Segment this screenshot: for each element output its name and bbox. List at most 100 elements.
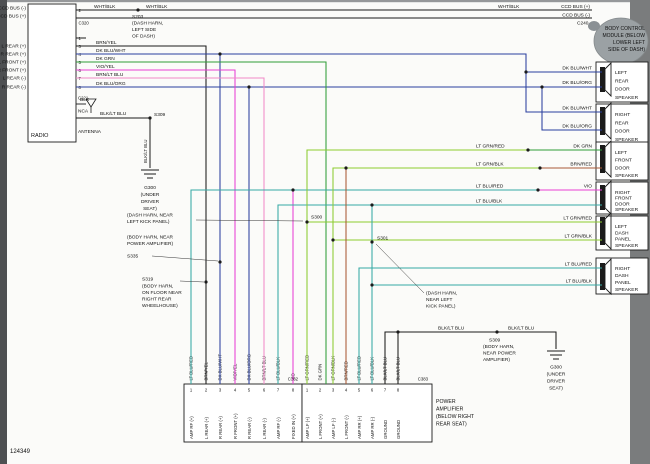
diagram-label: WHT/BLK (498, 4, 520, 10)
amplifier-pin-number: 1 (190, 388, 193, 393)
radio-row-label: R FRONT (+) (0, 68, 26, 74)
speaker-name-line: LEFT (615, 150, 627, 156)
splice-junction-dot (370, 283, 374, 287)
speaker-name-line: DASH (615, 230, 629, 236)
diagram-label: WHT/BLK (94, 4, 116, 10)
diagram-label: BLK/LT BLU (508, 326, 535, 332)
speaker-icon (600, 67, 605, 92)
speaker-name-line: FRONT (615, 158, 632, 164)
amplifier-connector-box (301, 383, 433, 443)
splice-junction-dot (524, 70, 528, 74)
ground-amp-wire-1 (384, 331, 557, 384)
speaker-name-line: SPEAKER (615, 95, 639, 101)
speaker-icon (600, 185, 605, 210)
splice-leader-line (375, 243, 425, 294)
speaker-name-line: REAR (615, 78, 629, 84)
splice-s301-label: S301 (377, 236, 389, 242)
amplifier-pin-number: 6 (263, 388, 266, 393)
splice-junction-dot (218, 52, 222, 56)
speaker-icon (600, 263, 605, 290)
diagram-label: DRIVER (141, 199, 160, 205)
amplifier-pin-function-label: AMP RR (-) (370, 416, 375, 439)
amplifier-pin-number: 7 (277, 388, 280, 393)
diagram-label: LT BLU/BLK (566, 279, 593, 285)
amplifier-wire-color-label: DK GRN (318, 364, 323, 381)
diagram-label: BLK/LT BLU (100, 111, 127, 117)
radio-row-label: R REAR (+) (1, 52, 27, 58)
diagram-label: AMPLIFIER) (483, 357, 510, 363)
speaker-name-line: LEFT (615, 224, 627, 230)
speaker-name-line: DOOR (615, 129, 630, 135)
diagram-label: WHT/BLK (146, 4, 168, 10)
radio-connector-c221-label: C221 (78, 96, 89, 101)
amplifier-pin-function-label: GROUND (383, 420, 388, 439)
diagram-label: LT GRN/RED (476, 144, 505, 150)
splice-junction-dot (218, 260, 222, 264)
radio-wire-color-label: DK BLU/WHT (96, 48, 126, 54)
connector-c240-label: C240 (577, 21, 589, 27)
power-amplifier-label-line: AMPLIFIER (436, 407, 464, 413)
radio-wire-color-label: BRN/YEL (96, 40, 117, 46)
amplifier-pin-function-label: GROUND (396, 420, 401, 439)
splice-junction-dot (331, 238, 335, 242)
lt-grn-red-amp-wire (306, 149, 528, 384)
splice-s300-label: S300 (311, 215, 323, 221)
amplifier-pin-number: 8 (397, 388, 400, 393)
diagram-label: BLK (80, 97, 90, 103)
diagram-label: DK GRN (573, 144, 592, 150)
splice-leader-line (151, 255, 219, 262)
radio-row-label: R REAR (-) (2, 85, 27, 91)
diagram-label: SEAT) (549, 386, 563, 392)
speaker-name-line: SPEAKER (615, 287, 639, 293)
diagram-label: (BODY HARN, (483, 344, 514, 350)
left-border (0, 0, 7, 464)
body-control-module-label-line: LOWER LEFT (613, 40, 645, 46)
diagram-label: LT GRN/BLK (564, 234, 592, 240)
speaker-name-line: DASH (615, 273, 629, 279)
diagram-label: DK BLU/ORG (562, 80, 592, 86)
splice-junction-dot (536, 188, 540, 192)
top-border (0, 0, 650, 3)
amplifier-pin-function-label: AMP RF (-) (276, 417, 281, 439)
speaker-cone-icon (604, 61, 612, 98)
speaker-name-line: SPEAKER (615, 137, 639, 143)
diagram-label: VIO (584, 184, 593, 190)
power-amplifier-label-line: POWER (436, 399, 456, 405)
diagram-label: (DASH HARN, (426, 291, 457, 297)
diagram-label: NCA (78, 109, 89, 115)
radio-connector-c320-label: C320 (79, 21, 90, 26)
diagram-label: (BODY HARN, (142, 284, 173, 290)
radio-row-label: L REAR (-) (3, 76, 27, 82)
antenna-label: ANTENNA (78, 129, 102, 135)
speaker-name-line: SPEAKER (615, 243, 639, 249)
speaker-name-line: PANEL (615, 280, 631, 286)
ground-g300-amp-label: G300 (550, 365, 562, 371)
speaker-name-line: REAR (615, 120, 629, 126)
speaker-name-line: SPEAKER (615, 173, 639, 179)
amplifier-pin-function-label: AMP RF (+) (189, 416, 194, 439)
diagram-label: RIGHT REAR (142, 297, 172, 303)
diagram-label: LEFT SIDE (132, 27, 156, 33)
lt-blu-red-dash-wire (358, 267, 602, 384)
diagram-label: CCD BUS (-) (562, 13, 590, 19)
amplifier-pin-function-label: L REAR (+) (204, 417, 209, 439)
amplifier-pin-function-label: L FRONT (+) (318, 414, 323, 439)
vio-yel-wire (76, 69, 236, 384)
radio-row-label: L FRONT (+) (0, 60, 26, 66)
body-control-module-label-line: BODY CONTROL (605, 26, 645, 32)
diagram-label: DK BLU/WHT (562, 106, 592, 112)
diagram-label: LT BLU/BLK (476, 199, 503, 205)
splice-junction-dot (344, 166, 348, 170)
amplifier-pin-number: 1 (306, 388, 309, 393)
splice-junction-dot (370, 203, 374, 207)
speaker-cone-icon (604, 257, 612, 296)
diagram-label: (DASH HARN, (132, 21, 163, 27)
speaker-name-line: RIGHT (615, 266, 630, 272)
body-control-module-label-line: MODULE (BELOW (602, 33, 645, 39)
antenna-symbol-triangle (85, 98, 97, 108)
amplifier-pin-number: 4 (345, 388, 348, 393)
amplifier-pin-number: 7 (384, 388, 387, 393)
drawing-number: 124349 (10, 449, 31, 455)
amplifier-pin-function-label: AMP LF (-) (331, 418, 336, 439)
